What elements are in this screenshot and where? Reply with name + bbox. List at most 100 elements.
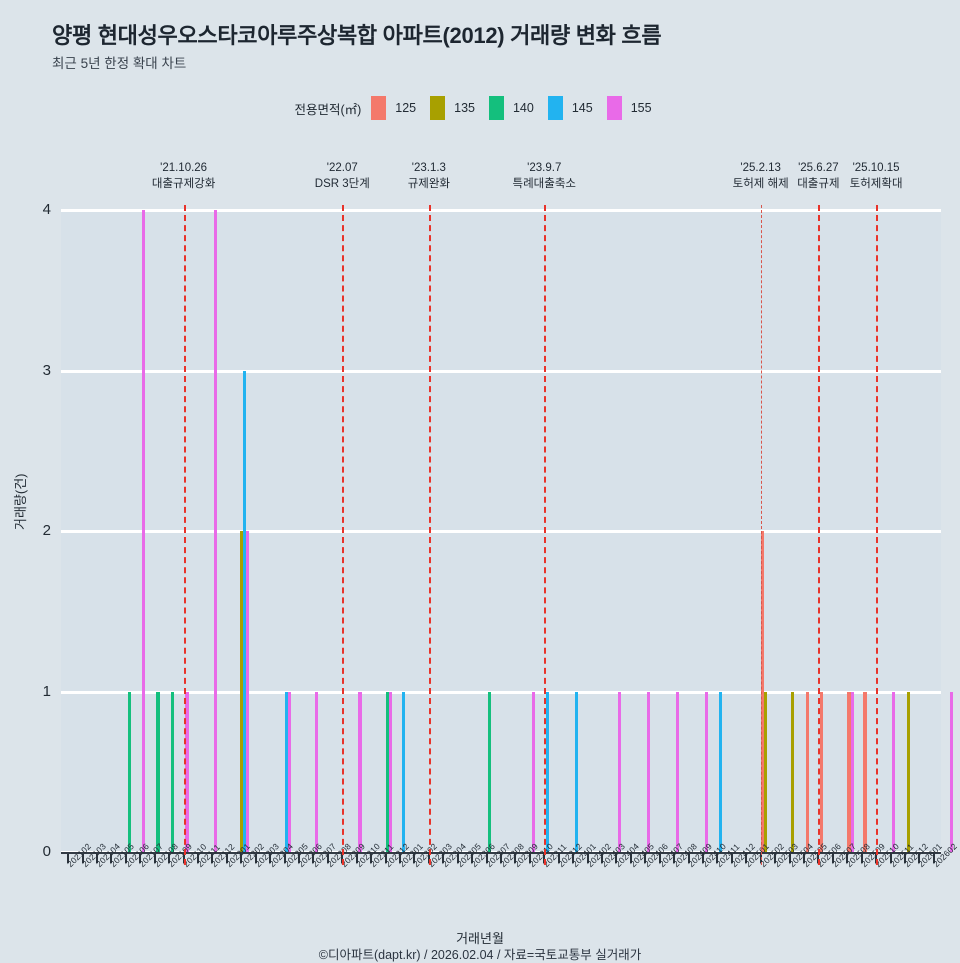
legend-label: 145 <box>571 101 593 115</box>
event-date: '25.10.15 <box>852 162 900 174</box>
x-tick <box>846 854 849 863</box>
x-tick <box>629 854 632 863</box>
legend-label: 140 <box>512 101 534 115</box>
x-tick <box>384 854 387 863</box>
event-text: DSR 3단계 <box>314 178 370 190</box>
bar-155-202203 <box>315 691 319 852</box>
legend-label: 125 <box>395 101 417 115</box>
x-tick <box>802 854 805 863</box>
legend-swatch-icon <box>430 96 446 120</box>
bar-135-202110 <box>239 531 243 852</box>
gridline-y-1 <box>61 690 941 694</box>
x-tick <box>701 854 704 863</box>
legend-item-135[interactable]: 135 <box>430 96 475 120</box>
legend-item-145[interactable]: 145 <box>547 96 593 120</box>
x-tick <box>211 854 214 863</box>
event-text: 대출규제강화 <box>151 178 216 190</box>
bar-155-202110 <box>246 531 250 852</box>
bar-145-202201 <box>284 691 288 852</box>
bar-140-202303 <box>488 691 492 852</box>
x-tick <box>774 854 777 863</box>
event-line-0 <box>183 205 186 865</box>
page-title: 양평 현대성우오스타코아루주상복합 아파트(2012) 거래량 변화 흐름 <box>52 23 662 48</box>
x-tick <box>96 854 99 863</box>
bar-140-202102 <box>127 691 131 852</box>
x-tick <box>687 854 690 863</box>
footer-credit: ©디아파트(dapt.kr) / 2026.02.04 / 자료=국토교통부 실… <box>318 948 642 962</box>
y-tick-label: 0 <box>42 843 51 860</box>
page-subtitle: 최근 5년 한정 확대 차트 <box>52 56 187 71</box>
bar-145-202407 <box>719 691 723 852</box>
y-tick-label: 1 <box>42 682 51 700</box>
legend-item-155[interactable]: 155 <box>606 96 652 120</box>
plot-area <box>61 209 954 854</box>
x-tick <box>557 854 560 863</box>
bar-125-202505 <box>863 691 867 852</box>
bar-155-202507 <box>892 691 896 852</box>
bar-145-202209 <box>401 691 405 852</box>
event-text: 토허제 해제 <box>732 178 789 190</box>
bar-155-202201 <box>287 691 292 852</box>
bar-135-202412 <box>791 691 795 852</box>
event-line-3 <box>544 205 547 865</box>
event-label-2: '23.1.3 규제완화 <box>408 160 450 192</box>
event-label-4: '25.2.13 토허제 해제 <box>733 160 789 192</box>
legend-swatch-icon <box>606 96 622 120</box>
x-axis-label: 거래년월 <box>456 931 504 946</box>
legend-swatch-icon <box>371 96 387 120</box>
bar-140-202105 <box>170 691 175 852</box>
legend-title: 전용면적(㎡) <box>294 102 362 117</box>
x-tick <box>673 854 676 863</box>
y-axis-label: 거래량(건) <box>13 473 28 531</box>
bar-155-202312 <box>618 691 622 852</box>
x-tick <box>514 854 517 863</box>
legend-item-125[interactable]: 125 <box>371 96 416 120</box>
x-tick <box>81 854 84 863</box>
legend-label: 135 <box>454 101 475 115</box>
event-line-1 <box>342 205 345 865</box>
bar-155-202108 <box>214 210 218 852</box>
event-text: 규제완화 <box>407 178 451 190</box>
bar-155-202206 <box>358 691 362 852</box>
bar-155-202103 <box>142 210 146 852</box>
x-tick <box>153 854 156 863</box>
bar-125-202504 <box>847 691 851 852</box>
bar-125-202501 <box>805 691 809 852</box>
x-tick <box>370 854 373 863</box>
x-tick <box>67 854 70 863</box>
x-tick <box>254 854 257 863</box>
x-tick <box>197 854 200 863</box>
event-date: '22.07 <box>326 162 358 174</box>
x-tick <box>413 854 416 863</box>
legend-swatch-icon <box>547 96 563 120</box>
bar-155-202402 <box>646 691 651 852</box>
event-date: '23.9.7 <box>527 162 562 174</box>
x-tick <box>658 854 661 863</box>
x-tick <box>355 854 358 863</box>
x-tick <box>572 854 575 863</box>
event-text: 대출규제 <box>797 178 840 190</box>
x-tick <box>903 854 906 863</box>
bar-155-202306 <box>531 691 535 852</box>
x-tick <box>644 854 647 863</box>
event-date: '21.10.26 <box>160 162 208 174</box>
x-tick <box>240 854 243 863</box>
legend: 전용면적(㎡) 125 135 140 145 155 <box>0 96 960 120</box>
x-tick <box>124 854 127 863</box>
event-label-1: '22.07 DSR 3단계 <box>315 160 370 192</box>
bar-140-202208 <box>385 691 389 852</box>
x-tick <box>269 854 272 863</box>
legend-item-140[interactable]: 140 <box>488 96 534 120</box>
legend-label: 155 <box>630 101 652 115</box>
x-tick <box>528 854 531 863</box>
event-label-0: '21.10.26 대출규제강화 <box>152 160 215 192</box>
x-tick <box>730 854 733 863</box>
x-tick <box>889 854 892 863</box>
x-tick <box>471 854 474 863</box>
x-tick <box>456 854 459 863</box>
x-tick <box>139 854 142 863</box>
x-tick <box>225 854 228 863</box>
x-tick <box>485 854 488 863</box>
bar-155-202404 <box>675 691 679 852</box>
